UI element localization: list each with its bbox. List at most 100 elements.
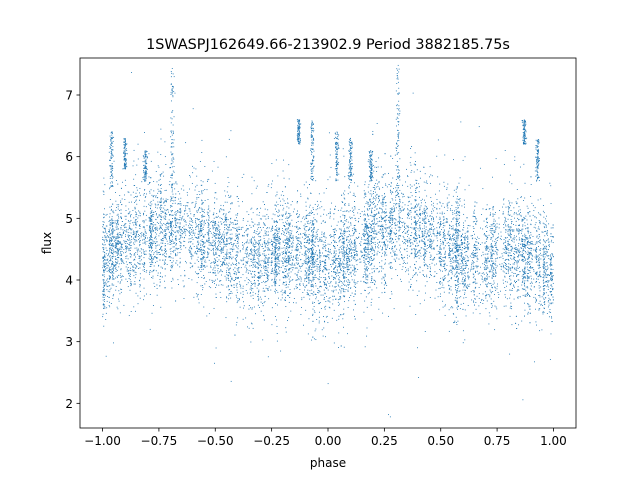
data-point [139, 192, 140, 194]
data-point [543, 249, 545, 251]
data-point [200, 231, 202, 233]
data-point [485, 248, 486, 250]
data-point [262, 275, 264, 276]
data-point [502, 213, 504, 215]
data-point [299, 282, 301, 284]
data-point [199, 266, 201, 268]
data-point [285, 300, 286, 301]
data-point [404, 229, 406, 231]
data-point [422, 219, 424, 221]
data-point [139, 260, 141, 262]
data-point [505, 206, 507, 208]
data-point [491, 233, 493, 234]
data-point [133, 224, 135, 226]
data-point [255, 249, 257, 251]
data-point [289, 259, 291, 261]
data-point [536, 261, 538, 263]
data-point [539, 271, 541, 273]
data-point [111, 240, 112, 242]
data-point [226, 201, 228, 203]
data-point [165, 189, 167, 191]
data-point [312, 308, 314, 310]
data-point [463, 294, 465, 295]
data-point [155, 196, 156, 198]
data-point [135, 274, 137, 276]
data-point [472, 215, 474, 217]
data-point [179, 203, 181, 205]
data-point [311, 255, 313, 257]
data-point [305, 309, 307, 311]
data-point [455, 212, 457, 214]
data-point [196, 259, 198, 261]
data-point [507, 240, 509, 242]
data-point [139, 237, 141, 239]
data-point [197, 240, 199, 242]
data-point [124, 242, 126, 244]
data-point [366, 225, 368, 226]
data-point [456, 250, 457, 252]
data-point [464, 283, 466, 285]
data-point [282, 261, 283, 263]
data-point [305, 261, 307, 263]
data-point [190, 256, 192, 258]
data-point [445, 256, 447, 258]
data-point [511, 202, 513, 204]
data-point [284, 251, 286, 253]
data-point [282, 282, 284, 284]
data-point [315, 277, 317, 278]
data-point [364, 225, 366, 227]
data-point [552, 288, 553, 290]
data-point [151, 247, 153, 249]
data-point [408, 273, 410, 275]
data-point [519, 239, 521, 241]
data-point [514, 159, 516, 161]
data-point [463, 227, 465, 228]
data-point [235, 251, 237, 253]
data-point [342, 254, 344, 256]
data-point [115, 251, 117, 253]
data-point [407, 226, 409, 228]
data-point [373, 221, 375, 223]
data-point [507, 214, 509, 216]
data-point [416, 294, 418, 296]
data-point [275, 256, 277, 258]
data-point [226, 301, 228, 303]
data-point [201, 261, 203, 263]
data-point [491, 307, 493, 308]
data-point [352, 246, 354, 248]
data-point [518, 279, 520, 281]
data-point [310, 254, 312, 256]
data-point [304, 226, 306, 228]
data-point [345, 263, 347, 265]
data-point [538, 228, 540, 230]
data-point [276, 247, 277, 249]
data-point [283, 258, 285, 260]
data-point [411, 195, 413, 197]
data-point [235, 263, 237, 265]
data-point [485, 241, 487, 243]
data-point [242, 263, 244, 265]
data-point [102, 190, 104, 192]
data-point [221, 251, 223, 253]
data-point [509, 201, 511, 203]
data-point [265, 257, 267, 259]
data-point [518, 248, 520, 250]
data-point [544, 285, 546, 286]
data-point [442, 270, 443, 272]
data-point [333, 286, 335, 288]
data-point [150, 211, 152, 212]
data-point [312, 266, 313, 268]
data-point [159, 225, 161, 227]
data-point [190, 224, 192, 226]
data-point [476, 241, 478, 243]
data-point [365, 225, 367, 227]
data-point [274, 266, 276, 268]
data-point [452, 256, 454, 258]
data-point [363, 243, 365, 245]
data-point [215, 233, 216, 235]
data-point [510, 255, 512, 256]
data-point [309, 204, 311, 206]
data-point [454, 261, 456, 263]
data-point [342, 221, 344, 223]
data-point [318, 249, 320, 251]
